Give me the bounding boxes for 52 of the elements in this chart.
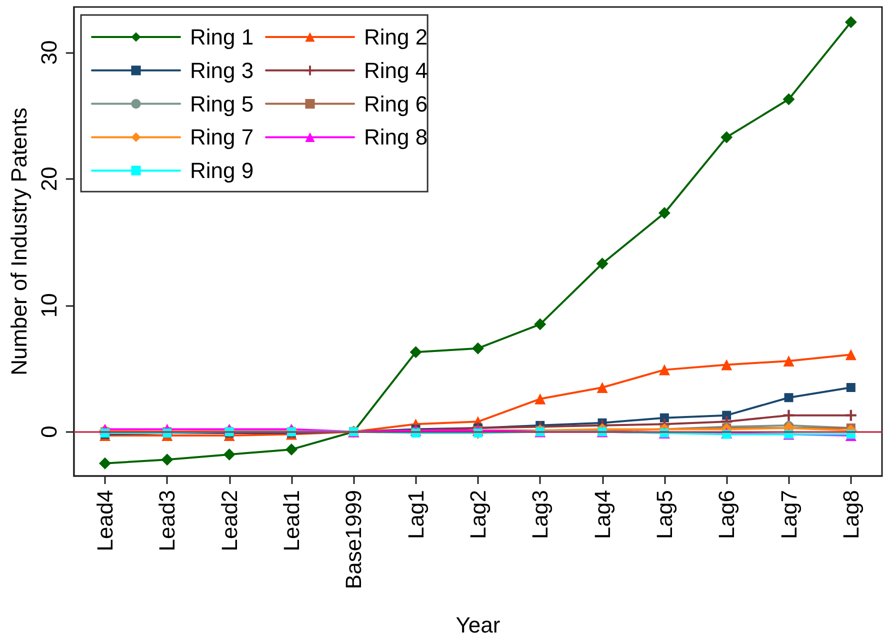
point	[223, 448, 236, 461]
point	[410, 346, 422, 358]
point	[845, 410, 856, 421]
x-axis-title: Year	[456, 612, 500, 638]
legend-label: Ring 8	[364, 124, 428, 150]
point	[844, 16, 857, 28]
point	[660, 413, 669, 422]
x-tick-label: Lag3	[528, 490, 553, 539]
legend-label: Ring 2	[364, 24, 428, 50]
legend-label: Ring 3	[190, 58, 254, 83]
x-tick-label: Lag1	[403, 490, 428, 539]
point	[161, 454, 174, 466]
x-tick-label: Lag4	[590, 490, 615, 539]
point	[596, 258, 608, 270]
legend-label: Ring 4	[364, 58, 428, 83]
legend-label: Ring 5	[190, 91, 254, 116]
x-tick-label: Lag6	[714, 490, 740, 539]
point	[846, 383, 856, 392]
legend-label: Ring 1	[190, 24, 254, 50]
point	[721, 359, 732, 370]
x-tick-label: Lag5	[652, 490, 677, 539]
point	[720, 131, 733, 144]
x-tick-label: Lag7	[776, 490, 802, 539]
point	[534, 393, 546, 404]
point	[658, 207, 670, 220]
point	[783, 355, 794, 366]
x-tick-label: Lag2	[465, 490, 490, 539]
point	[658, 364, 670, 376]
x-tick-label: Lead1	[278, 490, 304, 552]
point	[285, 443, 298, 456]
point	[472, 342, 484, 354]
y-tick-label: 10	[36, 293, 62, 318]
y-axis-title: Number of Industry Patents	[6, 108, 32, 376]
legend-label: Ring 9	[190, 158, 254, 184]
y-tick-label: 20	[36, 166, 62, 192]
point	[845, 349, 856, 360]
point	[783, 410, 794, 421]
point	[534, 318, 546, 330]
point	[784, 393, 794, 402]
x-tick-label: Base1999	[341, 490, 366, 590]
x-tick-label: Lag8	[838, 490, 864, 539]
y-tick-label: 30	[36, 40, 62, 65]
x-tick-label: Lead4	[92, 490, 118, 552]
point	[596, 382, 608, 394]
point	[722, 410, 732, 420]
legend-label: Ring 7	[190, 124, 254, 150]
point	[782, 93, 795, 106]
x-tick-label: Lead2	[216, 490, 242, 552]
legend-label: Ring 6	[364, 91, 428, 116]
x-tick-label: Lead3	[154, 490, 180, 552]
point	[98, 457, 111, 470]
y-tick-label: 0	[36, 426, 62, 438]
